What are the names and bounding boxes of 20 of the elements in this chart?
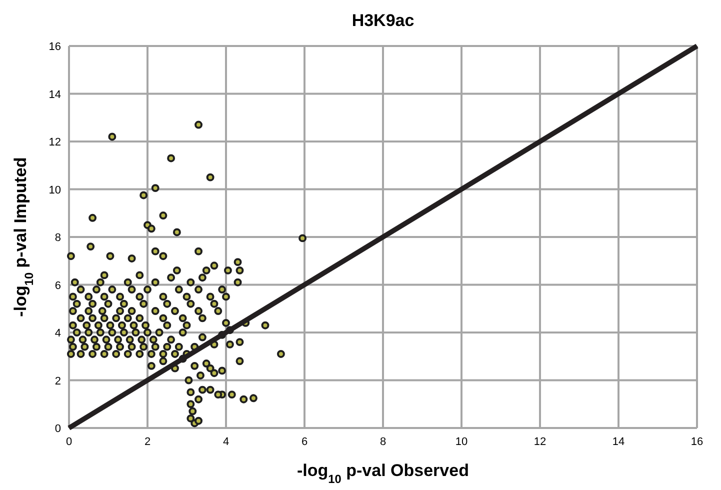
- x-axis-title: -log$_{10}$ p-val Observed: [297, 461, 469, 486]
- x-tick-label: 16: [690, 436, 704, 448]
- y-tick-label: 16: [48, 41, 61, 53]
- y-tick-label: 8: [54, 232, 61, 244]
- x-tick-label: 14: [612, 436, 625, 448]
- x-tick-label: 6: [301, 436, 308, 448]
- x-tick-label: 0: [66, 436, 72, 448]
- y-tick-label: 10: [48, 184, 61, 196]
- x-tick-label: 8: [380, 436, 386, 448]
- y-tick-label: 4: [54, 328, 61, 340]
- y-tick-label: 2: [54, 375, 61, 388]
- y-tick-label: 0: [54, 423, 61, 435]
- y-tick-label: 6: [54, 280, 61, 292]
- x-tick-label: 4: [222, 436, 230, 448]
- x-tick-label: 2: [144, 436, 151, 448]
- y-tick-label: 14: [48, 88, 61, 101]
- x-tick-label: 10: [455, 436, 468, 448]
- y-tick-label: 12: [48, 136, 61, 148]
- chart-title: H3K9ac: [352, 11, 414, 30]
- x-tick-label: 12: [534, 436, 546, 448]
